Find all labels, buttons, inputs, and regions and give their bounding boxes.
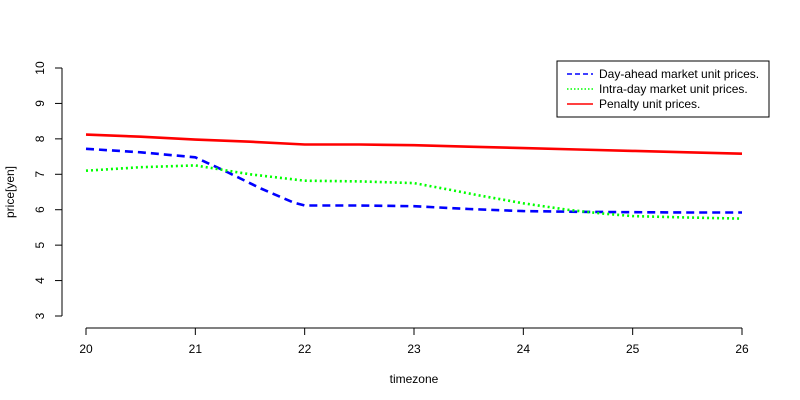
series-layer	[85, 133, 743, 220]
x-axis-label: timezone	[390, 372, 439, 386]
y-tick-label: 8	[33, 135, 47, 142]
x-tick-label: 23	[407, 342, 421, 356]
legend-label: Penalty unit prices.	[599, 97, 700, 111]
x-tick-label: 21	[189, 342, 203, 356]
y-tick-label: 9	[33, 100, 47, 107]
series-line-1	[85, 147, 742, 214]
y-axis-label: price[yen]	[3, 166, 17, 218]
series-line-3	[85, 133, 743, 155]
x-tick-label: 25	[626, 342, 640, 356]
x-tick-label: 22	[298, 342, 312, 356]
x-tick-label: 26	[735, 342, 749, 356]
y-tick-label: 7	[33, 171, 47, 178]
y-tick-label: 6	[33, 206, 47, 213]
legend: Day-ahead market unit prices.Intra-day m…	[556, 60, 770, 118]
x-tick-label: 20	[79, 342, 93, 356]
y-tick-label: 4	[33, 277, 47, 284]
legend-label: Intra-day market unit prices.	[599, 82, 748, 96]
x-tick-label: 24	[517, 342, 531, 356]
series-line-2	[85, 164, 743, 220]
y-tick-label: 5	[33, 241, 47, 248]
axes-layer: 20 21 22 23 24 25 26 3 4 5 6 7 8 9 10	[33, 61, 749, 356]
legend-label: Day-ahead market unit prices.	[599, 67, 759, 81]
y-tick-label: 10	[33, 61, 47, 75]
y-tick-label: 3	[33, 312, 47, 319]
